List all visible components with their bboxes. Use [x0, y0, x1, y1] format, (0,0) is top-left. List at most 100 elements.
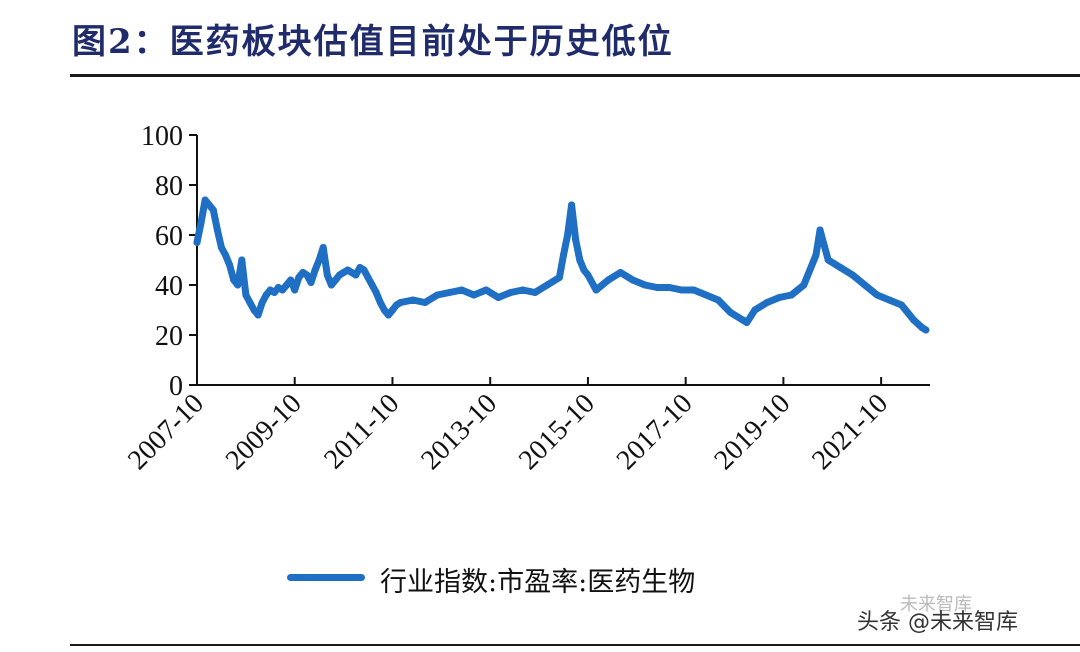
data-point — [201, 196, 209, 204]
watermark-text: 头条 @未来智库 — [857, 610, 1018, 635]
y-tick-label: 40 — [155, 271, 183, 302]
data-point — [258, 299, 266, 306]
data-point — [291, 286, 299, 294]
data-point — [816, 226, 824, 234]
data-point — [714, 296, 722, 304]
data-point — [824, 256, 832, 264]
data-point — [470, 291, 478, 299]
data-point — [543, 281, 551, 289]
data-point — [800, 281, 808, 289]
data-point — [246, 299, 254, 306]
data-point — [788, 291, 795, 299]
data-point — [560, 251, 567, 259]
data-point — [458, 286, 466, 294]
data-point — [653, 284, 661, 291]
x-tick-label: 2007-10 — [122, 388, 210, 476]
data-point — [727, 309, 734, 316]
x-tick-label: 2017-10 — [611, 388, 699, 476]
page-title: 图2：医药板块估值目前处于历史低位 — [72, 22, 674, 62]
data-point — [849, 271, 857, 279]
data-point — [193, 239, 201, 246]
top-divider — [70, 74, 1080, 77]
data-point — [205, 201, 213, 209]
data-point — [217, 244, 225, 251]
y-tick-label: 20 — [155, 321, 183, 352]
data-point — [270, 289, 278, 296]
data-point — [702, 291, 710, 299]
pe-line-chart: 0 20 40 60 80 100 2007-10 2009-10 2011-10 2013-1… — [122, 121, 930, 476]
data-point — [775, 294, 783, 301]
data-point — [576, 256, 584, 264]
data-point — [352, 271, 360, 279]
data-point — [482, 286, 490, 294]
bottom-divider — [70, 644, 1080, 646]
data-point — [763, 299, 771, 306]
y-tick-label: 0 — [169, 371, 183, 402]
y-tick-label: 60 — [155, 221, 183, 252]
data-point — [242, 291, 250, 299]
legend-label: 行业指数:市盈率:医药生物 — [380, 567, 696, 598]
data-point — [910, 316, 918, 324]
data-point — [902, 306, 910, 314]
data-point — [197, 219, 205, 226]
data-point — [319, 244, 327, 251]
data-point — [617, 269, 624, 276]
data-point — [665, 284, 673, 291]
data-point — [226, 261, 234, 269]
data-point — [254, 311, 262, 319]
data-point — [690, 286, 698, 294]
watermark-faded-text: 未来智库 — [900, 594, 972, 615]
data-point — [519, 286, 527, 294]
data-point — [311, 266, 319, 274]
data-point — [364, 274, 372, 281]
data-point — [323, 271, 331, 279]
data-point — [580, 266, 588, 274]
data-point — [307, 279, 315, 286]
data-point — [397, 299, 405, 306]
data-point — [820, 241, 828, 249]
x-tick-label: 2019-10 — [708, 388, 796, 476]
data-point — [209, 206, 217, 214]
data-point — [604, 276, 612, 284]
data-point — [250, 306, 258, 314]
data-point — [332, 276, 339, 284]
data-point — [380, 306, 388, 314]
data-point — [555, 274, 563, 281]
series-line-pe-medicine — [193, 196, 930, 334]
chart-axes — [196, 135, 930, 386]
data-point — [678, 286, 686, 294]
data-point — [213, 226, 221, 234]
y-ticks: 0 20 40 60 80 100 — [141, 121, 197, 402]
data-point — [629, 276, 637, 284]
data-point — [572, 236, 580, 244]
data-point — [262, 291, 270, 299]
data-point — [584, 271, 592, 279]
y-tick-label: 100 — [141, 121, 183, 152]
data-point — [360, 266, 368, 274]
x-tick-label: 2011-10 — [318, 388, 405, 475]
data-point — [315, 256, 323, 264]
legend-swatch — [287, 574, 365, 581]
x-ticks: 2007-10 2009-10 2011-10 2013-10 2015-10 2017-… — [122, 377, 894, 476]
data-point — [389, 306, 396, 314]
series-points — [193, 196, 930, 334]
data-point — [376, 299, 384, 306]
data-point — [283, 281, 291, 289]
data-point — [922, 326, 930, 334]
x-tick-label: 2021-10 — [806, 388, 894, 476]
data-point — [531, 289, 539, 296]
data-point — [368, 281, 376, 289]
data-point — [873, 291, 881, 299]
data-point — [592, 286, 600, 294]
data-point — [421, 299, 429, 306]
data-point — [507, 289, 515, 296]
data-point — [433, 291, 441, 299]
data-point — [898, 301, 905, 309]
data-point — [812, 251, 820, 259]
data-point — [295, 274, 303, 281]
data-point — [279, 286, 286, 294]
data-point — [372, 289, 380, 296]
x-tick-label: 2015-10 — [513, 388, 601, 476]
data-point — [743, 319, 751, 326]
data-point — [327, 281, 335, 289]
